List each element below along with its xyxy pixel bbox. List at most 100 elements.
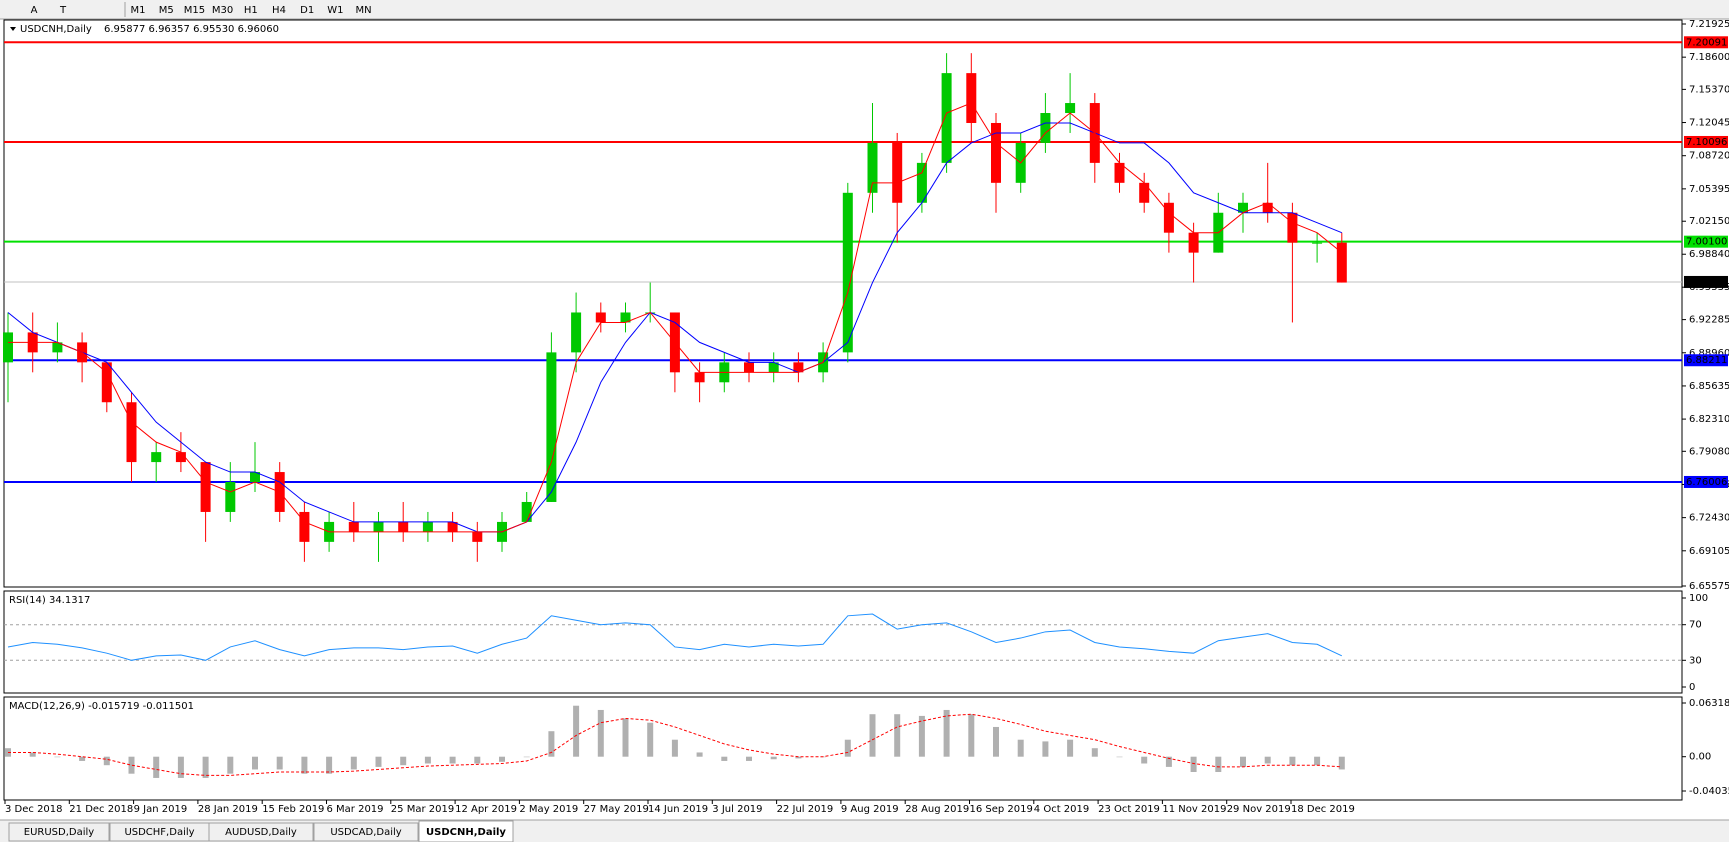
macd-bar [153, 756, 160, 778]
macd-bar [1116, 756, 1123, 758]
rsi-line [7, 613, 1343, 661]
date-label: 9 Jan 2019 [134, 804, 188, 815]
tab-label[interactable]: USDCAD,Daily [330, 827, 401, 838]
date-label: 14 Jun 2019 [648, 804, 708, 815]
tab[interactable] [208, 822, 314, 842]
macd-bar [202, 756, 209, 778]
candle-body [521, 501, 532, 522]
tab[interactable] [313, 822, 419, 842]
macd-bar [671, 739, 678, 757]
macd-bar [721, 756, 728, 761]
price-tick-label: 6.72430 [1689, 513, 1729, 524]
macd-bar [499, 756, 505, 762]
date-label: 29 Nov 2019 [1227, 804, 1291, 815]
date-label: 27 May 2019 [584, 804, 649, 815]
macd-tick-label: 0.00 [1689, 752, 1711, 763]
rsi-panel [3, 590, 1683, 694]
period-button[interactable]: W1 [327, 5, 343, 16]
macd-bar [29, 752, 36, 757]
macd-label: MACD(12,26,9) -0.015719 -0.011501 [9, 701, 194, 712]
date-label: 16 Sep 2019 [970, 804, 1033, 815]
period-button[interactable]: H4 [272, 5, 286, 16]
macd-bar [844, 739, 851, 757]
macd-bar [993, 726, 999, 757]
price-tick-label: 7.21925 [1689, 19, 1729, 30]
candle-body [447, 521, 458, 532]
price-tick-label: 6.82310 [1689, 414, 1729, 425]
macd-bar [770, 756, 777, 760]
macd-bar [326, 756, 333, 774]
tab-label[interactable]: USDCNH,Daily [426, 827, 506, 838]
tab[interactable] [418, 820, 514, 842]
tool-button[interactable]: A [31, 5, 38, 16]
candle-body [1262, 202, 1273, 213]
candle-body [348, 521, 359, 532]
macd-bar [375, 756, 382, 767]
macd-bar [597, 709, 604, 757]
price-tick-label: 6.69105 [1689, 546, 1729, 557]
period-button[interactable]: D1 [300, 5, 314, 16]
macd-bar [252, 756, 258, 770]
candle-body [842, 192, 853, 353]
candle-body [694, 372, 705, 383]
macd-bar [1190, 756, 1197, 772]
date-label: 25 Mar 2019 [391, 804, 454, 815]
tab-label[interactable]: USDCHF,Daily [124, 827, 194, 838]
horizontal-level-label: 6.76006 [1686, 477, 1727, 488]
period-button[interactable]: M1 [131, 5, 146, 16]
date-label: 28 Jan 2019 [198, 804, 258, 815]
horizontal-level-tag [1684, 135, 1728, 148]
period-button[interactable]: M5 [159, 5, 174, 16]
price-tick-label: 6.98840 [1689, 249, 1729, 260]
horizontal-level-label: 7.00100 [1686, 237, 1727, 248]
candle-body [768, 362, 779, 373]
tab[interactable] [8, 822, 110, 842]
date-label: 9 Aug 2019 [841, 804, 899, 815]
candle-body [966, 73, 977, 123]
tab-label[interactable]: AUDUSD,Daily [225, 827, 297, 838]
candle-body [422, 521, 433, 532]
candle-body [991, 122, 1001, 183]
macd-bar [548, 731, 555, 757]
macd-bar [968, 714, 975, 757]
date-label: 3 Jul 2019 [712, 804, 762, 815]
candle-body [373, 521, 384, 532]
price-tick-label: 6.79080 [1689, 446, 1729, 457]
candle-body [1065, 103, 1076, 114]
moving-average [8, 102, 1343, 533]
macd-bar [746, 756, 752, 761]
horizontal-level-tag [1684, 475, 1728, 488]
macd-bar [350, 756, 357, 770]
price-tick-label: 6.92285 [1689, 315, 1729, 326]
macd-bar [227, 756, 234, 774]
candle-body [1336, 242, 1347, 283]
macd-bar [869, 714, 876, 757]
period-button[interactable]: M30 [212, 5, 233, 16]
macd-bar [1264, 756, 1271, 764]
macd-bar [128, 756, 135, 774]
price-tick-label: 7.02150 [1689, 216, 1729, 227]
macd-bar [1240, 756, 1246, 767]
macd-bar [696, 752, 703, 757]
rsi-tick-label: 30 [1689, 655, 1702, 666]
candle-body [1188, 232, 1199, 253]
price-tick-label: 6.88960 [1689, 348, 1729, 359]
candle-body [793, 362, 804, 373]
macd-bar [449, 756, 456, 764]
horizontal-level-label: 7.20091 [1686, 37, 1727, 48]
macd-bar [1067, 739, 1074, 757]
candle-body [398, 521, 409, 532]
tool-button[interactable]: T [59, 5, 67, 16]
period-button[interactable]: H1 [244, 5, 258, 16]
period-button[interactable]: M15 [184, 5, 205, 16]
tab-label[interactable]: EURUSD,Daily [24, 827, 95, 838]
candle-body [1312, 242, 1323, 244]
macd-bar [1091, 748, 1098, 757]
date-label: 2 May 2019 [519, 804, 578, 815]
price-tick-label: 7.08720 [1689, 151, 1729, 162]
macd-bar [1314, 756, 1321, 766]
period-button[interactable]: MN [356, 5, 372, 16]
candle-body [620, 312, 631, 323]
